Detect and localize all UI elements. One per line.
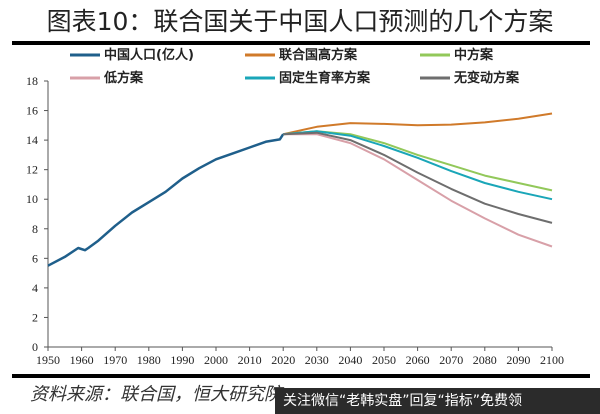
x-tick-label: 2060 bbox=[406, 353, 430, 367]
x-tick-label: 2040 bbox=[338, 353, 362, 367]
x-tick-label: 2050 bbox=[372, 353, 396, 367]
series-line-3 bbox=[283, 133, 553, 248]
x-tick-label: 1990 bbox=[170, 353, 194, 367]
x-tick-label: 2100 bbox=[540, 353, 564, 367]
y-tick-label: 18 bbox=[26, 74, 38, 88]
series-line-4 bbox=[283, 130, 553, 201]
x-tick-label: 1980 bbox=[137, 353, 161, 367]
y-tick-label: 2 bbox=[32, 310, 38, 324]
legend-label: 联合国高方案 bbox=[279, 47, 358, 63]
source-note: 资料来源：联合国，恒大研究院 bbox=[30, 384, 285, 405]
series-line-2 bbox=[283, 130, 553, 192]
y-tick-label: 0 bbox=[32, 340, 38, 354]
title-divider bbox=[12, 41, 590, 45]
y-tick-label: 16 bbox=[26, 104, 38, 118]
x-tick-label: 2070 bbox=[439, 353, 463, 367]
legend-label: 中国人口(亿人) bbox=[104, 47, 194, 63]
x-tick-label: 2030 bbox=[305, 353, 329, 367]
axes: 1950 1960 1970 1980 1990 2000 2010 2020 2030 2040… bbox=[26, 74, 564, 367]
series-line-1 bbox=[282, 112, 553, 136]
y-tick-label: 8 bbox=[32, 222, 38, 236]
series-line-5 bbox=[283, 131, 553, 224]
legend-label: 中方案 bbox=[454, 47, 494, 63]
y-tick-label: 10 bbox=[26, 192, 38, 206]
y-tick-label: 6 bbox=[32, 251, 38, 265]
y-tick-label: 12 bbox=[26, 163, 38, 177]
y-tick-label: 4 bbox=[32, 281, 38, 295]
x-tick-label: 2080 bbox=[473, 353, 497, 367]
x-tick-label: 1950 bbox=[36, 353, 60, 367]
legend-label: 低方案 bbox=[103, 70, 144, 86]
x-tick-label: 1960 bbox=[70, 353, 94, 367]
legend-label: 无变动方案 bbox=[453, 70, 520, 86]
x-tick-label: 2090 bbox=[506, 353, 530, 367]
bottom-divider bbox=[12, 374, 590, 378]
x-tick-label: 2000 bbox=[204, 353, 228, 367]
series-lines bbox=[47, 112, 553, 267]
promo-overlay: 关注微信“老韩实盘”回复“指标”免费领 bbox=[275, 388, 600, 414]
x-tick-label: 2010 bbox=[238, 353, 262, 367]
x-tick-label: 2020 bbox=[271, 353, 295, 367]
legend-label: 固定生育率方案 bbox=[279, 70, 371, 86]
y-tick-label: 14 bbox=[26, 133, 38, 147]
x-tick-label: 1970 bbox=[103, 353, 127, 367]
series-line-0 bbox=[47, 133, 285, 267]
chart-title: 图表10：联合国关于中国人口预测的几个方案 bbox=[47, 7, 554, 36]
